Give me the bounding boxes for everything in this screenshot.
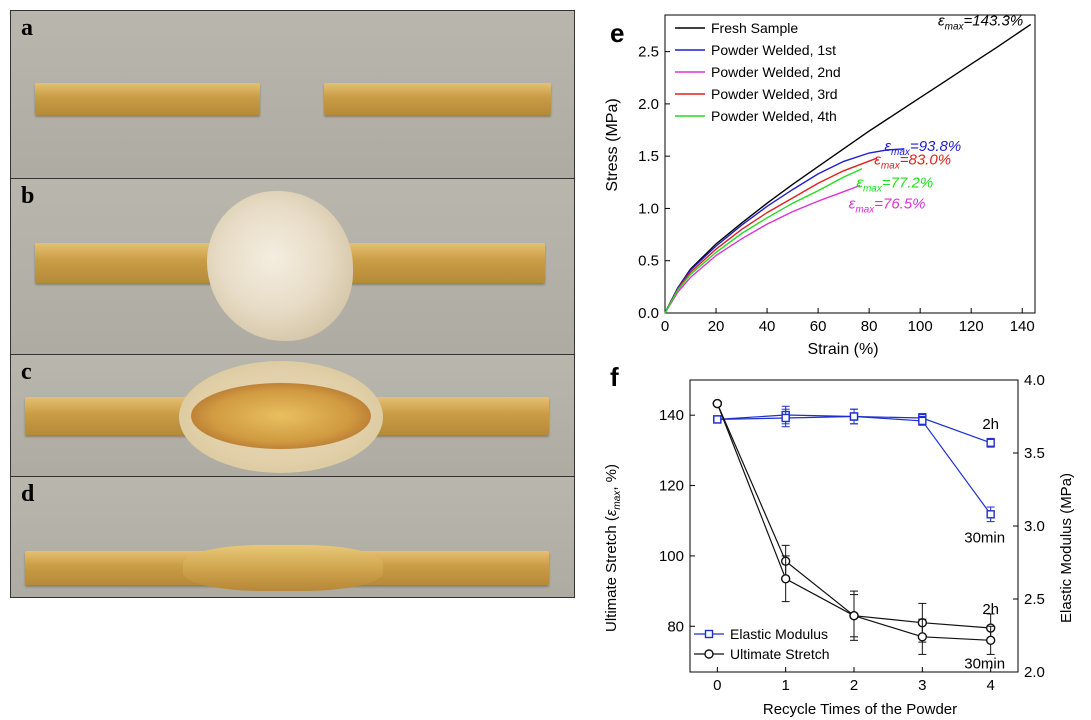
x-tick-label: 20: [708, 318, 725, 335]
square-marker: [849, 412, 859, 421]
welded-joint-core: [191, 383, 371, 449]
panel-label-b: b: [21, 183, 35, 209]
max-strain-annotation: εmax=143.3%: [938, 12, 1023, 32]
x-tick-label: 4: [986, 677, 994, 694]
sample-strip-left: [35, 83, 260, 115]
welded-bulge: [183, 545, 383, 591]
max-strain-annotation: εmax=76.5%: [849, 195, 926, 215]
max-strain-annotation: εmax=93.8%: [884, 138, 961, 158]
legend-entry: Powder Welded, 1st: [711, 42, 836, 58]
series-line: [717, 415, 992, 515]
series-line: [664, 148, 905, 314]
panel-label-a: a: [21, 15, 33, 41]
y-tick-label: 2.0: [638, 96, 659, 113]
x-tick-label: 140: [1010, 318, 1035, 335]
plot-frame: [664, 14, 1036, 314]
time-label: 30min: [964, 655, 1005, 672]
circle-marker: [780, 574, 791, 584]
circle-marker: [985, 635, 996, 646]
x-tick-label: 2: [850, 677, 858, 694]
x-tick-label: 0: [713, 677, 721, 694]
max-strain-annotation: εmax=83.0%: [874, 152, 951, 172]
photo-panel-c: c: [10, 354, 575, 478]
y-tick-label: 1.5: [638, 148, 659, 165]
x-tick-label: 60: [810, 318, 827, 335]
powder-pile: [207, 191, 353, 341]
legend-marker: [704, 629, 714, 639]
max-strain-annotation: εmax=77.2%: [856, 175, 933, 195]
y-tick-label: 2.5: [638, 44, 659, 61]
x-axis-label: Strain (%): [807, 341, 878, 358]
square-marker: [986, 438, 995, 447]
circle-marker: [849, 611, 859, 621]
series-line: [664, 23, 1032, 314]
time-label: 2h: [982, 416, 999, 433]
panel-label-c: c: [21, 359, 32, 385]
panel-label-f: f: [610, 362, 619, 392]
y-tick-label-left: 140: [659, 407, 684, 424]
sample-strip-right: [324, 83, 551, 115]
y-tick-label: 0.0: [638, 305, 659, 322]
legend-entry: Powder Welded, 3rd: [711, 86, 838, 102]
photo-panel-d: d: [10, 476, 575, 598]
y-axis-label-right: Elastic Modulus (MPa): [1058, 473, 1075, 623]
x-tick-label: 80: [861, 318, 878, 335]
series-line: [664, 168, 863, 314]
panel-label-e: e: [610, 18, 625, 48]
y-axis-label: Stress (MPa): [605, 98, 621, 191]
panel-label-d: d: [21, 481, 35, 507]
y-axis-label-left: Ultimate Stretch (εmax, %): [603, 464, 623, 632]
stress-strain-chart: Stress (MPa) Strain (%) 0 20 40 60 80 100 120 1…: [605, 12, 1036, 358]
x-tick-label: 1: [781, 677, 789, 694]
photo-panel-b: b: [10, 178, 575, 356]
x-tick-label: 100: [908, 318, 933, 335]
legend-entry: Fresh Sample: [711, 20, 798, 36]
x-tick-label: 120: [959, 318, 984, 335]
legend-entry: Ultimate Stretch: [730, 646, 830, 662]
circle-marker: [712, 398, 723, 409]
square-marker: [986, 510, 995, 519]
legend-entry: Powder Welded, 4th: [711, 108, 837, 124]
time-label: 2h: [982, 601, 999, 618]
x-axis-label: Recycle Times of the Powder: [763, 701, 957, 718]
photo-panel-a: a: [10, 10, 575, 180]
y-tick-label: 0.5: [638, 253, 659, 270]
y-tick-label: 1.0: [638, 200, 659, 217]
y-tick-label-left: 80: [667, 618, 684, 635]
series-line: [664, 184, 861, 314]
y-tick-label-right: 2.0: [1024, 664, 1045, 681]
recycle-chart: Ultimate Stretch (εmax, %) Elastic Modul…: [603, 372, 1075, 718]
legend-marker: [704, 649, 714, 659]
square-marker: [713, 415, 722, 424]
circle-marker: [917, 632, 928, 642]
y-tick-label-right: 3.5: [1024, 445, 1045, 462]
legend-entry: Powder Welded, 2nd: [711, 64, 841, 80]
y-tick-label-right: 4.0: [1024, 372, 1045, 389]
y-tick-label-left: 120: [659, 478, 684, 495]
y-tick-label-left: 100: [659, 548, 684, 565]
series-line: [664, 157, 878, 314]
y-tick-label-right: 2.5: [1024, 591, 1045, 608]
time-label: 30min: [964, 529, 1005, 546]
y-tick-label-right: 3.0: [1024, 518, 1045, 535]
x-tick-label: 3: [918, 677, 926, 694]
x-tick-label: 40: [759, 318, 776, 335]
square-marker: [918, 416, 927, 426]
legend-entry: Elastic Modulus: [730, 626, 828, 642]
x-tick-label: 0: [661, 318, 669, 335]
square-marker: [781, 413, 790, 423]
